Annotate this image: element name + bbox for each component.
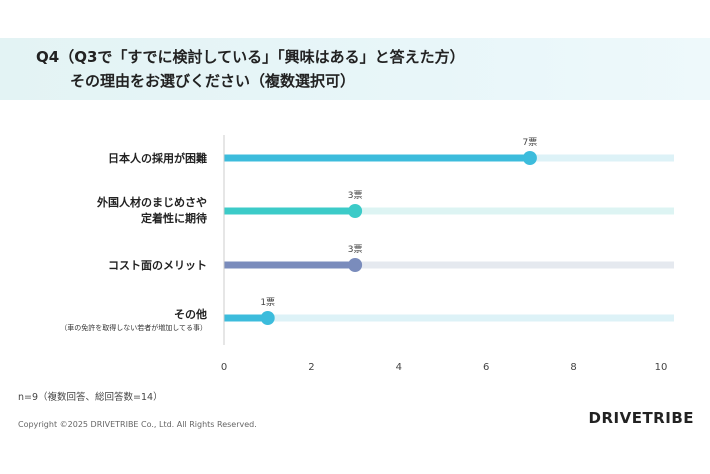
x-tick-label: 8 (570, 362, 576, 373)
question-subtitle: その理由をお選びください（複数選択可） (70, 72, 356, 90)
category-label: コスト面のメリット (108, 259, 207, 272)
bar-end-marker (348, 204, 363, 218)
x-tick-label: 4 (396, 362, 402, 373)
category-label: その他 (174, 307, 207, 321)
copyright: Copyright ©2025 DRIVETRIBE Co., Ltd. All… (18, 420, 257, 429)
bar-end-marker (260, 311, 275, 325)
data-label: 3票 (348, 244, 363, 255)
category-label: 定着性に期待 (141, 211, 207, 225)
category-label: 日本人の採用が困難 (108, 151, 207, 165)
title-banner (0, 38, 710, 100)
bar-end-marker (348, 258, 363, 272)
category-sublabel: （車の免許を取得しない若者が増加してる事） (60, 323, 207, 332)
data-label: 7票 (523, 137, 538, 148)
data-label: 1票 (260, 297, 275, 308)
x-tick-label: 0 (221, 362, 227, 373)
brand-logo: DRIVETRIBE (588, 409, 694, 427)
x-tick-label: 10 (655, 362, 668, 373)
bar-end-marker (522, 151, 537, 165)
sample-note: n=9（複数回答、総回答数=14） (18, 392, 163, 403)
category-label: 外国人材のまじめさや (96, 195, 207, 209)
question-title: Q4（Q3で「すでに検討している」「興味はある」と答えた方） (36, 48, 465, 66)
x-tick-label: 6 (483, 362, 489, 373)
data-label: 3票 (348, 190, 363, 201)
x-tick-label: 2 (308, 362, 314, 373)
